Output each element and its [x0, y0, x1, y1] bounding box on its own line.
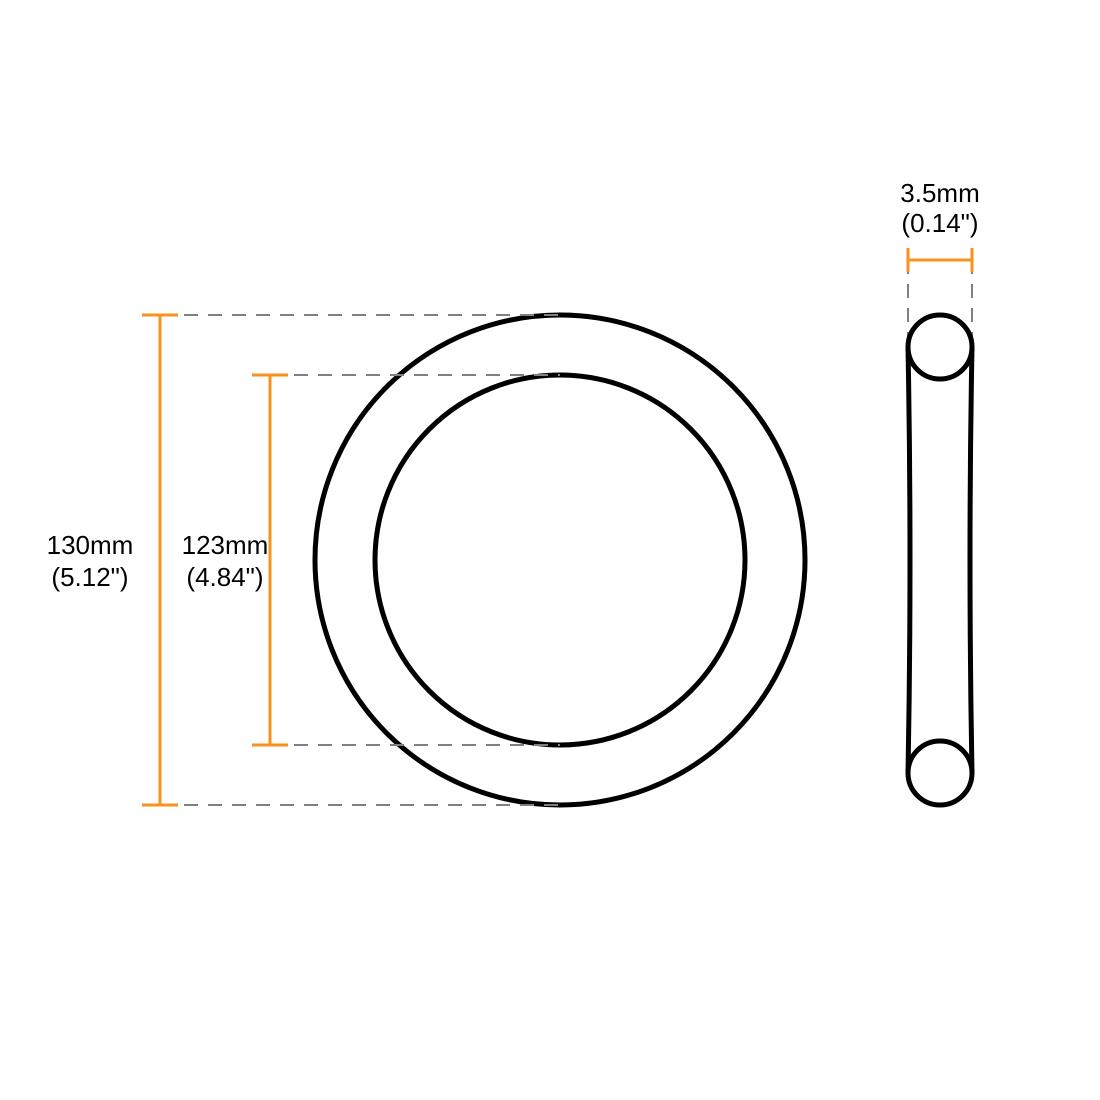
inner-diameter-inch: (4.84") [186, 562, 263, 592]
cross-section-inch: (0.14") [901, 208, 978, 238]
ring-front-view [315, 315, 805, 805]
outer-diameter-inch: (5.12") [51, 562, 128, 592]
ring-side-view [908, 315, 972, 805]
inner-diameter-dimension [252, 375, 288, 745]
outer-diameter-mm: 130mm [47, 530, 134, 560]
outer-diameter-dimension [142, 315, 178, 805]
dimension-labels: 130mm(5.12") 123mm(4.84") 3.5mm(0.14") [47, 178, 980, 592]
cross-section-dimension [908, 248, 972, 272]
inner-diameter-mm: 123mm [182, 530, 269, 560]
cross-section-mm: 3.5mm [900, 178, 979, 208]
extension-lines [160, 260, 972, 805]
